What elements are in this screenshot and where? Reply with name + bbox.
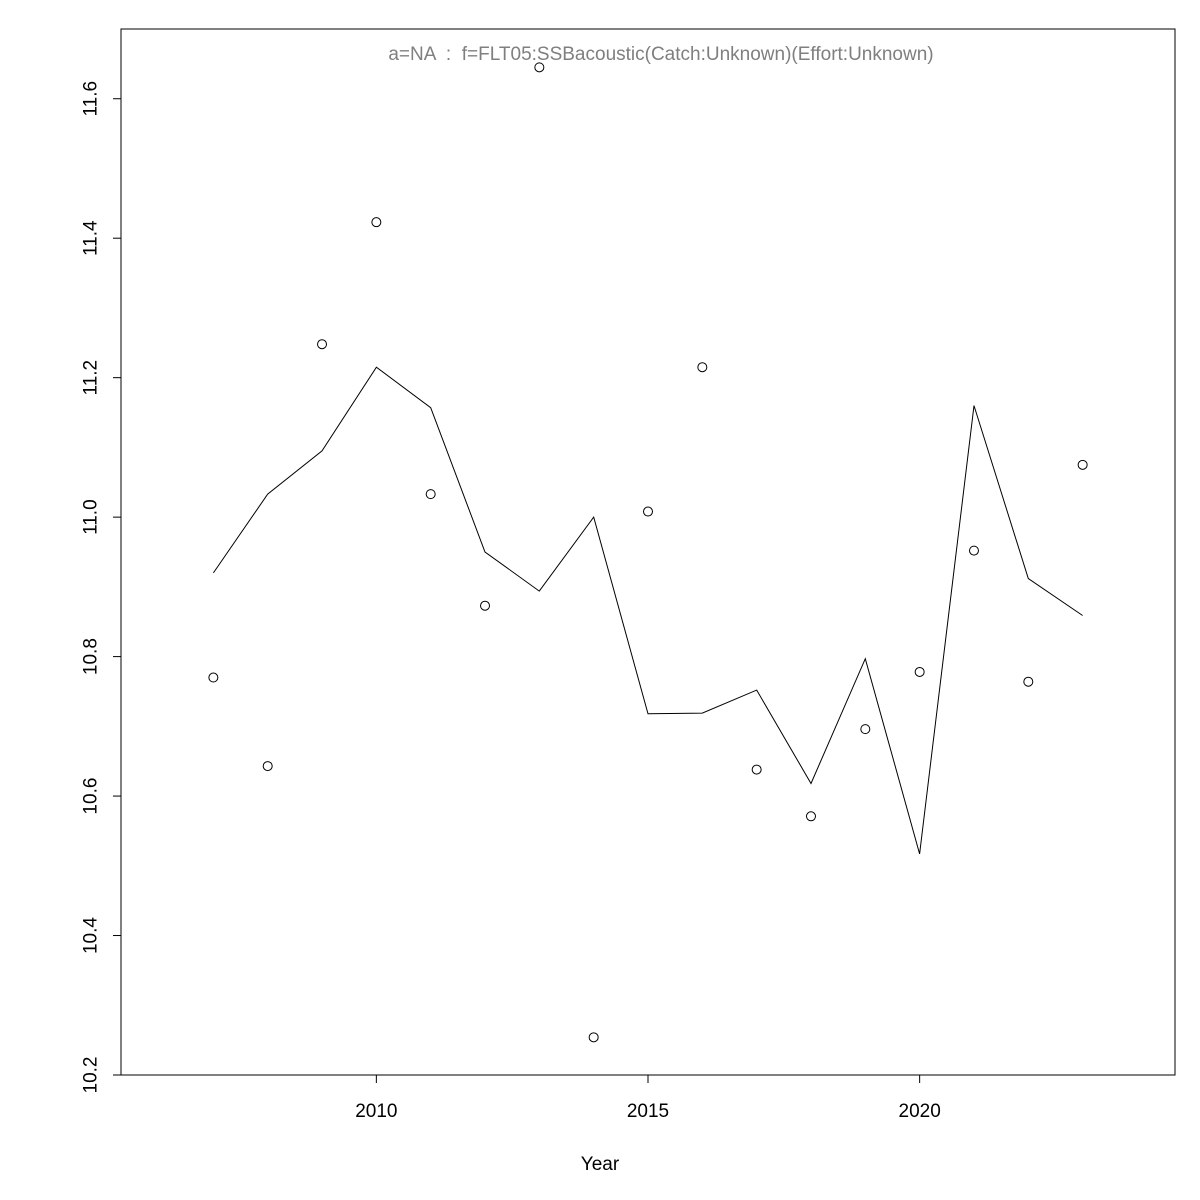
data-point: [1023, 676, 1034, 687]
data-point: [534, 62, 545, 73]
data-point: [697, 362, 708, 373]
chart-title: a=NA : f=FLT05:SSBacoustic(Catch:Unknown…: [388, 44, 933, 65]
data-point: [643, 506, 653, 517]
x-tick-label: 2010: [355, 1101, 397, 1122]
data-point: [860, 724, 871, 735]
data-point: [968, 545, 979, 556]
y-tick-label: 11.2: [81, 360, 102, 396]
plot-frame: [120, 28, 1176, 1076]
x-tick-label: 2015: [627, 1101, 669, 1122]
data-point: [914, 666, 925, 677]
data-point: [317, 339, 328, 350]
y-tick-label: 10.2: [81, 1057, 102, 1094]
data-point: [208, 672, 219, 683]
data-point: [262, 761, 273, 772]
data-point: [805, 811, 816, 822]
y-tick-label: 11.6: [81, 81, 102, 117]
series-layer: [208, 62, 1088, 1043]
y-tick-label: 10.4: [81, 917, 102, 954]
y-tick-label: 11.4: [81, 220, 102, 256]
x-axis: 2010 2015 2020: [355, 1074, 941, 1122]
x-tick-label: 2020: [899, 1101, 941, 1122]
data-point: [371, 217, 382, 228]
series-line: [212, 366, 1083, 855]
y-axis: 10.2 10.4 10.6 10.8 11.0 11.2 11.4 11.6: [81, 81, 122, 1094]
data-point: [425, 489, 436, 500]
y-tick-label: 10.8: [81, 638, 102, 675]
data-point: [751, 764, 762, 775]
y-tick-label: 11.0: [81, 499, 102, 535]
data-point: [588, 1032, 599, 1043]
x-axis-title: Year: [581, 1154, 620, 1175]
data-point: [1077, 459, 1088, 470]
y-tick-label: 10.6: [81, 778, 102, 815]
data-point: [480, 600, 491, 611]
